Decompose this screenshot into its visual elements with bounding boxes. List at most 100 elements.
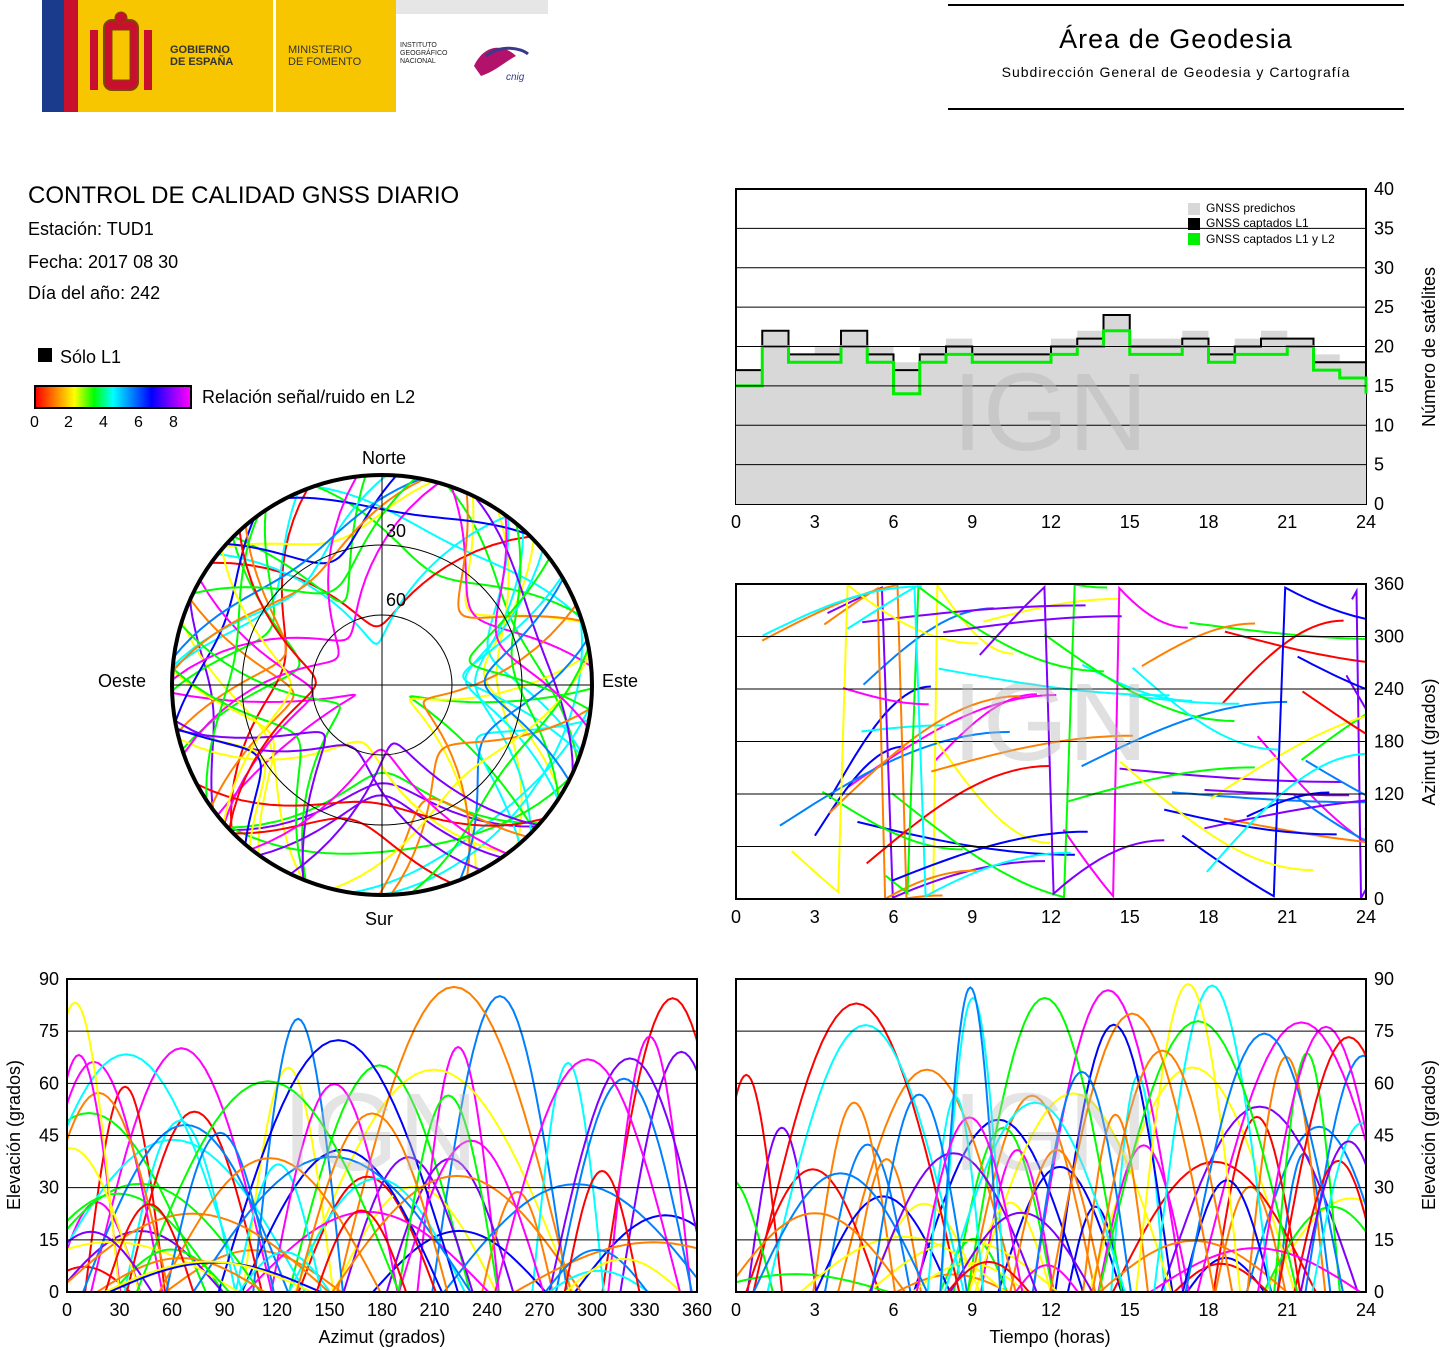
elt-tracks: [736, 982, 1366, 1292]
elt-track: [870, 1093, 968, 1292]
elaz-track: [84, 1085, 166, 1292]
y-tick-90: 90: [39, 969, 59, 989]
x-tick-330: 330: [629, 1300, 659, 1320]
y-tick-30: 30: [1374, 1178, 1394, 1198]
x-tick-270: 270: [524, 1300, 554, 1320]
sky-track: [226, 475, 398, 565]
elt-track: [1097, 1144, 1190, 1292]
elaz-track: [104, 1260, 313, 1292]
az-track: [842, 687, 929, 706]
area-geodesia-header: Área de Geodesia Subdirección General de…: [948, 4, 1404, 112]
snr-legend-label: Relación señal/ruido en L2: [202, 387, 416, 407]
az-track: [1305, 759, 1366, 797]
elaz-track: [238, 1251, 331, 1292]
az-track: [1129, 694, 1240, 705]
x-tick-12: 12: [1041, 907, 1061, 927]
government-logo-banner: GOBIERNO DE ESPAÑA MINISTERIO DE FOMENTO…: [42, 0, 548, 112]
x-tick-18: 18: [1198, 512, 1218, 532]
elevation-azimuth-chart: 0 15 30 45 60 75 90 0 30 60 90 120 150 180 210 240 270 30…: [4, 969, 712, 1347]
y-tick-180: 180: [1374, 732, 1404, 752]
y-tick-240: 240: [1374, 679, 1404, 699]
sky-track: [473, 495, 574, 773]
y-tick-0: 0: [1374, 494, 1384, 514]
sky-track: [494, 515, 589, 728]
y-tick-5: 5: [1374, 455, 1384, 475]
elt-track: [766, 1023, 965, 1292]
x-tick-240: 240: [472, 1300, 502, 1320]
elaz-track: [192, 1155, 472, 1292]
elt-track: [799, 1235, 1006, 1292]
elaz-track: [601, 997, 697, 1292]
az-track: [1223, 817, 1366, 844]
station-label: Estación: TUD1: [28, 219, 154, 239]
elt-track: [1276, 1036, 1366, 1292]
az-track: [1246, 791, 1330, 818]
doy-label: Día del año: 242: [28, 283, 161, 303]
x-tick-15: 15: [1120, 907, 1140, 927]
elt-track: [1135, 982, 1242, 1292]
elaz-track: [544, 1248, 649, 1292]
elaz-track: [619, 1050, 697, 1292]
az-track: [790, 584, 979, 895]
elt-track: [939, 986, 1002, 1292]
y-tick-40: 40: [1374, 179, 1394, 199]
coat-of-arms-icon: [90, 11, 152, 91]
legend-predicted-label: GNSS predichos: [1206, 201, 1295, 215]
elaz-track: [96, 1257, 266, 1292]
y-tick-60: 60: [1374, 1073, 1394, 1093]
x-tick-9: 9: [967, 907, 977, 927]
legend-l1-swatch-chart: [1188, 218, 1200, 230]
elaz-track: [165, 1131, 275, 1292]
elaz-ticks: 0 15 30 45 60 75 90 0 30 60 90 120 150 180 210 240 270 30…: [39, 969, 712, 1320]
x-tick-0: 0: [62, 1300, 72, 1320]
az-track: [1132, 667, 1279, 751]
y-tick-0: 0: [49, 1282, 59, 1302]
x-tick-90: 90: [214, 1300, 234, 1320]
elt-xlabel: Tiempo (horas): [989, 1327, 1110, 1347]
elaz-track: [67, 1240, 239, 1292]
y-tick-0: 0: [1374, 1282, 1384, 1302]
elaz-track: [125, 1110, 263, 1292]
elaz-track: [481, 1190, 554, 1292]
az-track: [1224, 630, 1366, 663]
elaz-track: [67, 1182, 262, 1292]
elt-ylabel: Elevación (grados): [1419, 1060, 1439, 1210]
sky-track: [462, 576, 582, 755]
sky-track: [211, 535, 531, 628]
sky-track: [224, 776, 572, 855]
x-tick-3: 3: [810, 907, 820, 927]
elaz-track: [90, 1047, 273, 1292]
sky-track: [250, 748, 508, 855]
sky-track: [172, 510, 276, 692]
az-track: [938, 667, 1170, 697]
az-track: [827, 585, 1046, 899]
x-tick-0: 0: [731, 1300, 741, 1320]
x-tick-21: 21: [1277, 1300, 1297, 1320]
elaz-track: [67, 1147, 141, 1292]
elt-track: [746, 1126, 818, 1292]
elt-track: [1091, 1049, 1234, 1292]
elt-track: [736, 1273, 890, 1292]
x-tick-15: 15: [1120, 1300, 1140, 1320]
az-track: [932, 584, 1014, 895]
sky-track: [174, 719, 482, 872]
elaz-track: [342, 1156, 474, 1292]
area-title: Área de Geodesia: [1059, 24, 1293, 54]
elaz-track: [67, 1053, 244, 1292]
y-tick-30: 30: [1374, 258, 1394, 278]
sky-track: [172, 478, 425, 673]
az-track: [1297, 655, 1366, 691]
y-tick-360: 360: [1374, 574, 1404, 594]
sky-track: [289, 742, 539, 875]
elt-track: [974, 1092, 1173, 1292]
elaz-track: [443, 1183, 697, 1292]
elaz-track: [565, 1257, 682, 1292]
elaz-plot-frame: [66, 978, 698, 1293]
az-track: [1119, 767, 1342, 783]
sky-track: [468, 557, 591, 711]
sky-track: [409, 653, 591, 873]
elt-track: [1196, 1021, 1366, 1292]
sky-track: [228, 530, 317, 830]
elaz-track: [104, 1203, 195, 1292]
cnig-logo-icon: cnig: [474, 46, 529, 83]
